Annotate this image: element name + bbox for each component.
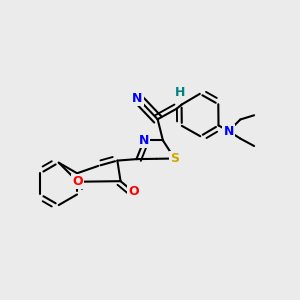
Text: N: N (132, 92, 143, 105)
Text: H: H (175, 86, 185, 99)
Text: O: O (73, 175, 83, 188)
Text: S: S (170, 152, 179, 165)
Text: O: O (73, 175, 83, 188)
Text: O: O (128, 185, 139, 198)
Text: H: H (175, 86, 185, 99)
Text: N: N (224, 125, 234, 138)
Text: N: N (139, 134, 149, 147)
Text: N: N (139, 134, 149, 147)
Text: N: N (132, 92, 143, 105)
Text: S: S (170, 152, 179, 165)
Text: N: N (224, 125, 234, 138)
Text: O: O (128, 185, 139, 198)
